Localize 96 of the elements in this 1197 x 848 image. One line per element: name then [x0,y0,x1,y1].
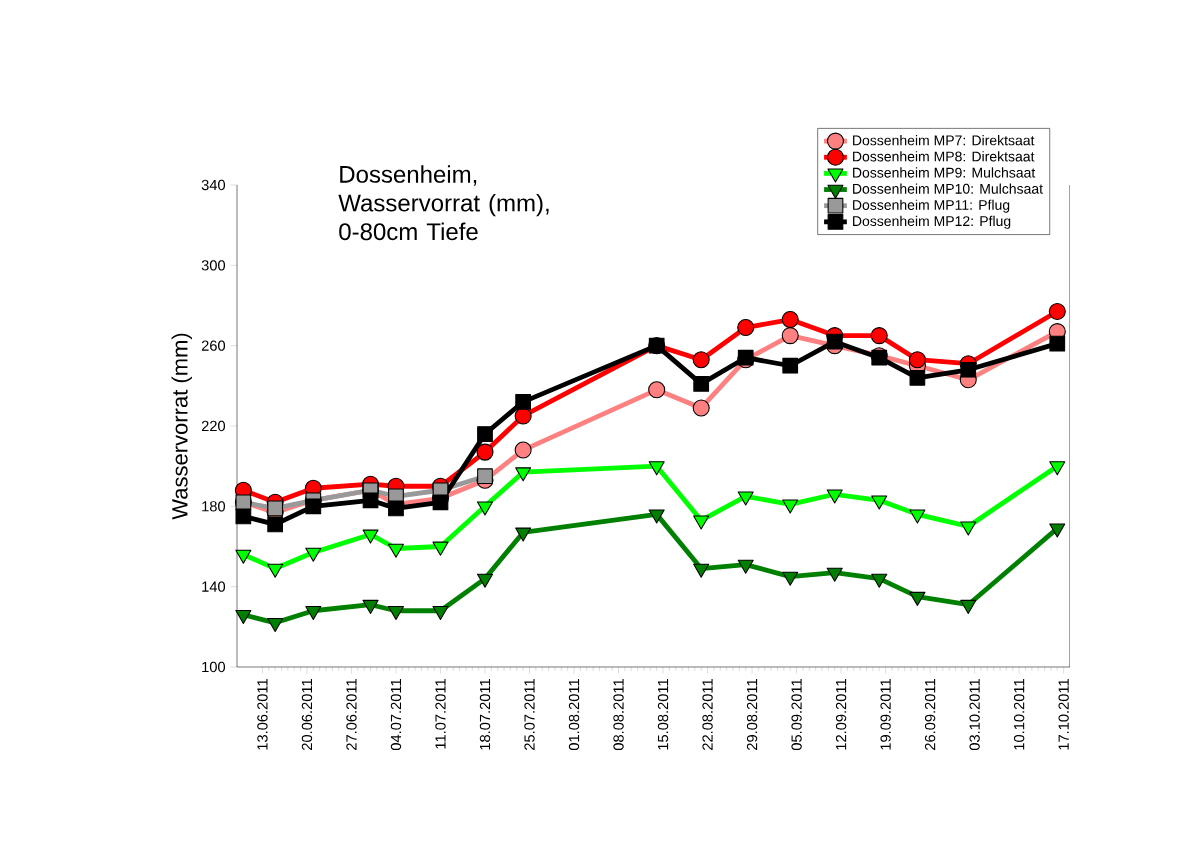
point [870,327,888,345]
point [960,361,977,378]
point [235,508,252,525]
point [693,515,710,530]
chart-title: Dossenheim, Wasservorrat (mm), 0-80cm Tiefe [338,165,549,241]
point [267,617,284,633]
point [692,351,710,369]
x-tick-label: 20.06.2011 [301,679,313,750]
point [388,500,404,517]
point [826,489,843,504]
point [235,609,252,624]
point [432,541,449,556]
point [960,521,977,536]
x-tick-label: 10.10.2011 [1013,679,1025,750]
x-tick-label: 08.08.2011 [613,679,624,751]
point [1049,335,1066,352]
x-tick-label: 15.08.2011 [657,679,669,750]
legend-label: Dossenheim MP10: Mulchsaat [853,183,1043,194]
point [514,441,532,459]
point [693,375,710,392]
x-tick-label: 05.09.2011 [791,679,802,751]
y-axis-title: Wasservorrat (mm) [171,333,193,520]
legend-label: Dossenheim MP7: Direktsaat [853,135,1035,146]
y-tick-label: 220 [201,420,226,432]
x-tick-label: 13.06.2011 [257,679,268,750]
x-tick-label: 27.06.2011 [346,679,357,750]
legend-label: Dossenheim MP11: Pflug [853,199,1010,213]
point [648,381,666,399]
point [737,319,755,337]
point [267,516,284,533]
legend-label: Dossenheim MP9: Mulchsaat [853,167,1036,178]
x-tick-label: 19.09.2011 [880,679,891,750]
x-tick-label: 25.07.2011 [524,679,535,750]
point [1049,461,1066,476]
point [826,333,843,350]
point [477,468,493,485]
x-tick-label: 29.08.2011 [746,679,758,750]
y-tick-label: 300 [201,260,226,271]
y-tick-label: 140 [202,581,226,592]
point [362,529,379,544]
legend-label: Dossenheim MP8: Direktsaat [853,151,1035,162]
point [387,605,405,620]
point [305,605,322,620]
legend-label: Dossenheim MP12: Pflug [853,215,1011,229]
point [477,426,493,442]
point [781,327,799,345]
point [909,509,926,524]
point [692,399,710,417]
x-tick-label: 22.08.2011 [702,679,713,750]
x-tick-label: 26.09.2011 [924,679,936,750]
point [514,407,532,425]
point [782,571,799,586]
point [871,573,888,588]
point [648,461,665,476]
point [737,491,754,506]
x-tick-label: 17.10.2011 [1058,679,1069,750]
x-tick-label: 01.08.2011 [568,679,580,751]
point [782,499,799,514]
y-tick-label: 340 [201,179,226,191]
point [267,563,284,578]
point [1049,523,1066,538]
point [737,559,754,574]
point [908,351,926,369]
point [305,547,322,562]
point [267,500,284,517]
x-tick-label: 04.07.2011 [390,679,402,751]
point [909,369,926,386]
point [476,501,494,516]
point [362,492,379,509]
point [432,605,449,620]
point [693,563,710,578]
y-tick-label: 180 [202,501,226,512]
point [515,527,532,542]
x-tick-label: 03.10.2011 [969,679,980,751]
point [432,494,449,511]
point [305,498,322,515]
x-tick-label: 11.07.2011 [435,679,446,749]
point [909,591,926,606]
point [235,549,252,564]
y-tick-label: 260 [201,340,226,351]
point [782,357,799,374]
point [476,573,494,588]
point [960,599,977,614]
point [781,311,799,329]
point [515,467,532,482]
point [871,495,888,510]
y-tick-label: 100 [202,661,226,673]
point [1048,302,1066,321]
point [515,394,532,410]
x-tick-label: 12.09.2011 [835,679,847,750]
point [826,567,843,582]
point [362,599,379,614]
x-tick-label: 18.07.2011 [479,679,491,750]
point [648,509,665,524]
point [387,543,405,558]
point [476,443,494,461]
